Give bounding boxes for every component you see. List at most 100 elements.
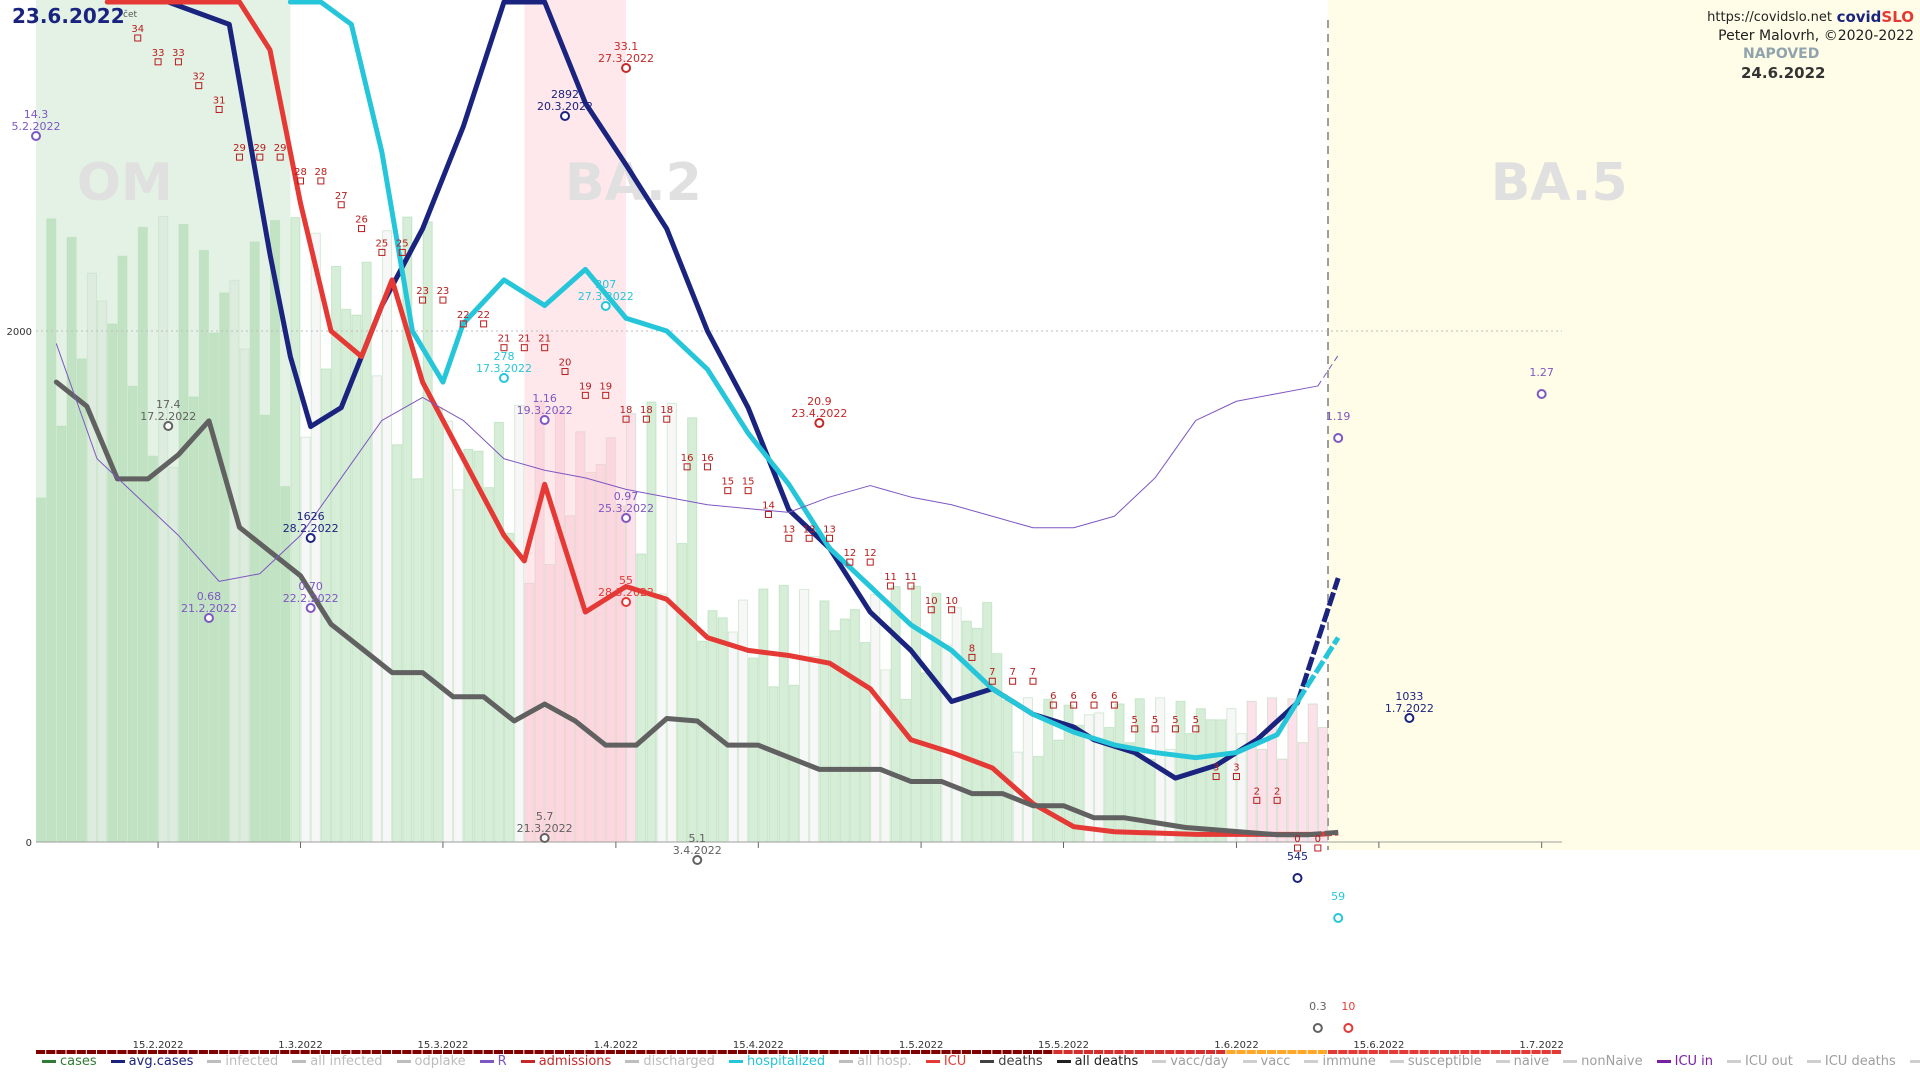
y-tick-label: 2000 (7, 327, 32, 338)
annotation-dot (814, 418, 825, 428)
admission-box (358, 225, 366, 233)
timeline-segment (198, 1050, 208, 1054)
admission-box (907, 582, 915, 590)
legend-item[interactable]: susceptible (1389, 1054, 1482, 1069)
admission-box (500, 344, 508, 352)
legend-item[interactable]: nonNaive (1563, 1054, 1643, 1069)
timeline-segment (1195, 1050, 1205, 1054)
annotation-dot (305, 533, 316, 543)
legend-swatch (980, 1060, 995, 1063)
source-link[interactable]: https://covidslo.net (1707, 10, 1832, 25)
timeline-segment (849, 1050, 860, 1054)
admission-marker: 18 (640, 405, 653, 416)
legend-swatch (1656, 1060, 1671, 1063)
legend-swatch (625, 1060, 640, 1063)
legend-item[interactable]: ICU in (1656, 1054, 1713, 1069)
timeline-segment (524, 1050, 534, 1054)
timeline-segment (910, 1050, 921, 1054)
legend-item[interactable]: ICU (925, 1054, 966, 1069)
legend-label: nonNaive (1581, 1054, 1643, 1069)
legend-item[interactable]: infected (207, 1054, 278, 1069)
timeline-segment (1470, 1050, 1480, 1054)
forecast-date: 24.6.2022 (1741, 64, 1826, 82)
annotation-date: 20.3.2022 (537, 100, 593, 113)
legend-item[interactable]: all ICU (1909, 1054, 1920, 1069)
annotation-dot (1333, 433, 1344, 443)
timeline-segment (880, 1050, 890, 1054)
timeline-segment (178, 1050, 188, 1054)
legend-item[interactable]: vacc (1242, 1054, 1290, 1069)
timeline-segment (1205, 1050, 1216, 1054)
legend-item[interactable]: ICU out (1727, 1054, 1793, 1069)
legend-item[interactable]: cases (42, 1054, 97, 1069)
timeline-segment (1277, 1050, 1287, 1054)
timeline-segment (575, 1050, 585, 1054)
admission-box (1110, 701, 1118, 709)
x-tick-label: 15.6.2022 (1353, 1040, 1404, 1051)
legend-item[interactable]: all infected (292, 1054, 383, 1069)
admission-box (1314, 844, 1322, 852)
legend-swatch (1056, 1060, 1071, 1063)
admission-box (602, 391, 610, 399)
timeline-segment (1450, 1050, 1460, 1054)
admission-marker: 16 (681, 453, 694, 464)
annotation-date: 22.2.2022 (283, 592, 339, 605)
legend-item[interactable]: immune (1304, 1054, 1376, 1069)
timeline-segment (1389, 1050, 1399, 1054)
annotation-date: 5.2.2022 (12, 120, 61, 133)
case-bar (982, 601, 993, 843)
timeline-segment (1134, 1050, 1144, 1054)
timeline-segment (1531, 1050, 1541, 1054)
annotation-dot (203, 613, 214, 623)
case-bar (1287, 698, 1298, 843)
annotation-dot (621, 597, 632, 607)
timeline-segment (331, 1050, 341, 1054)
legend-item[interactable]: discharged (625, 1054, 715, 1069)
timeline-segment (1063, 1050, 1073, 1054)
admission-marker: 16 (701, 453, 714, 464)
timeline-segment (361, 1050, 371, 1054)
legend-item[interactable]: admissions (520, 1054, 611, 1069)
timeline-segment (107, 1050, 117, 1054)
admission-marker: 10 (945, 596, 958, 607)
legend-item[interactable]: odplake (396, 1054, 466, 1069)
forecast-background (1328, 0, 1920, 850)
annotation-dot (31, 131, 41, 141)
legend-item[interactable]: all hosp. (839, 1054, 912, 1069)
legend-item[interactable]: all deaths (1056, 1054, 1138, 1069)
annotation-dot (163, 421, 174, 431)
legend-item[interactable]: vacc/day (1152, 1054, 1229, 1069)
legend-item[interactable]: deaths (980, 1054, 1043, 1069)
legend-swatch (110, 1060, 125, 1063)
timeline-segment (931, 1050, 941, 1054)
case-bar (1266, 697, 1278, 843)
case-bar (849, 609, 861, 843)
legend-swatch (1727, 1060, 1742, 1063)
case-bar (626, 413, 637, 843)
legend-swatch (292, 1060, 307, 1063)
legend-label: ICU out (1745, 1054, 1793, 1069)
legend-item[interactable]: R (479, 1054, 507, 1069)
admission-box (317, 177, 325, 185)
timeline-segment (280, 1050, 290, 1054)
legend-item[interactable]: hospitalized (728, 1054, 825, 1069)
timeline-segment (1175, 1050, 1185, 1054)
annotation-dot (539, 833, 550, 843)
annotation-dot (1312, 1023, 1323, 1033)
legend-item[interactable]: ICU deaths (1806, 1054, 1896, 1069)
legend-item[interactable]: avg.cases (110, 1054, 193, 1069)
admission-marker: 7 (1009, 667, 1015, 678)
timeline-segment (1073, 1050, 1083, 1054)
timeline-segment (1521, 1050, 1531, 1054)
admission-box (1293, 844, 1301, 852)
timeline-segment (626, 1050, 636, 1054)
timeline-segment (412, 1050, 422, 1054)
timeline-segment (737, 1050, 748, 1054)
legend-item[interactable]: naive (1495, 1054, 1549, 1069)
ba2-band (524, 0, 627, 842)
admission-box (764, 510, 772, 518)
admission-box (276, 153, 284, 161)
case-bar (463, 448, 474, 843)
case-bar (432, 407, 443, 843)
